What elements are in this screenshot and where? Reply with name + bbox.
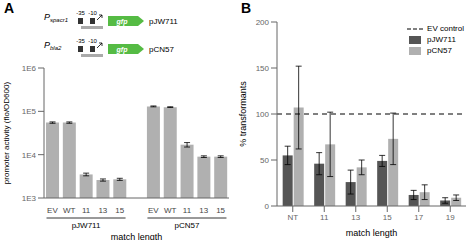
svg-text:13: 13 bbox=[199, 206, 208, 215]
svg-text:1E3: 1E3 bbox=[22, 194, 37, 203]
svg-text:gfp: gfp bbox=[116, 46, 129, 54]
svg-text:1E5: 1E5 bbox=[22, 107, 37, 116]
svg-text:WT: WT bbox=[63, 206, 76, 215]
svg-text:% transformants: % transformants bbox=[238, 81, 248, 147]
svg-text:11: 11 bbox=[82, 206, 91, 215]
svg-text:EV: EV bbox=[47, 206, 58, 215]
svg-text:Pspacr1: Pspacr1 bbox=[44, 12, 68, 23]
svg-text:pJW711: pJW711 bbox=[149, 17, 178, 26]
svg-text:15: 15 bbox=[115, 206, 124, 215]
html-text:A: A bbox=[4, 0, 15, 16]
svg-text:13: 13 bbox=[351, 213, 360, 222]
svg-text:EV: EV bbox=[148, 206, 159, 215]
svg-text:match length: match length bbox=[346, 228, 398, 238]
svg-text:19: 19 bbox=[446, 213, 455, 222]
svg-text:100: 100 bbox=[256, 110, 270, 119]
svg-text:1E4: 1E4 bbox=[22, 151, 37, 160]
svg-text:NT: NT bbox=[287, 213, 298, 222]
svg-text:15: 15 bbox=[383, 213, 392, 222]
html-text:B: B bbox=[241, 0, 252, 16]
svg-text:-10: -10 bbox=[88, 10, 97, 16]
svg-text:-10: -10 bbox=[88, 38, 97, 44]
svg-text:0: 0 bbox=[265, 202, 270, 211]
svg-text:1E6: 1E6 bbox=[22, 64, 37, 73]
svg-text:-35: -35 bbox=[76, 38, 85, 44]
svg-text:-35: -35 bbox=[76, 10, 85, 16]
svg-text:200: 200 bbox=[256, 18, 270, 27]
svg-text:pJW711: pJW711 bbox=[72, 221, 101, 230]
svg-text:150: 150 bbox=[256, 64, 270, 73]
svg-text:13: 13 bbox=[98, 206, 107, 215]
svg-text:50: 50 bbox=[260, 156, 269, 165]
svg-text:15: 15 bbox=[216, 206, 225, 215]
svg-text:pCN57: pCN57 bbox=[149, 45, 174, 54]
html-text:pJW711: pJW711 bbox=[427, 35, 456, 44]
svg-text:Pbla2: Pbla2 bbox=[44, 40, 62, 51]
svg-text:WT: WT bbox=[164, 206, 177, 215]
html-text:EV control: EV control bbox=[427, 24, 464, 33]
svg-text:17: 17 bbox=[414, 213, 423, 222]
svg-text:11: 11 bbox=[183, 206, 192, 215]
html-text:pCN57: pCN57 bbox=[427, 46, 452, 55]
svg-text:promoter activity (flo/OD600): promoter activity (flo/OD600) bbox=[8, 82, 11, 185]
svg-text:match length: match length bbox=[111, 232, 163, 240]
svg-text:gfp: gfp bbox=[116, 18, 129, 26]
svg-text:pCN57: pCN57 bbox=[175, 221, 200, 230]
svg-text:11: 11 bbox=[320, 213, 329, 222]
